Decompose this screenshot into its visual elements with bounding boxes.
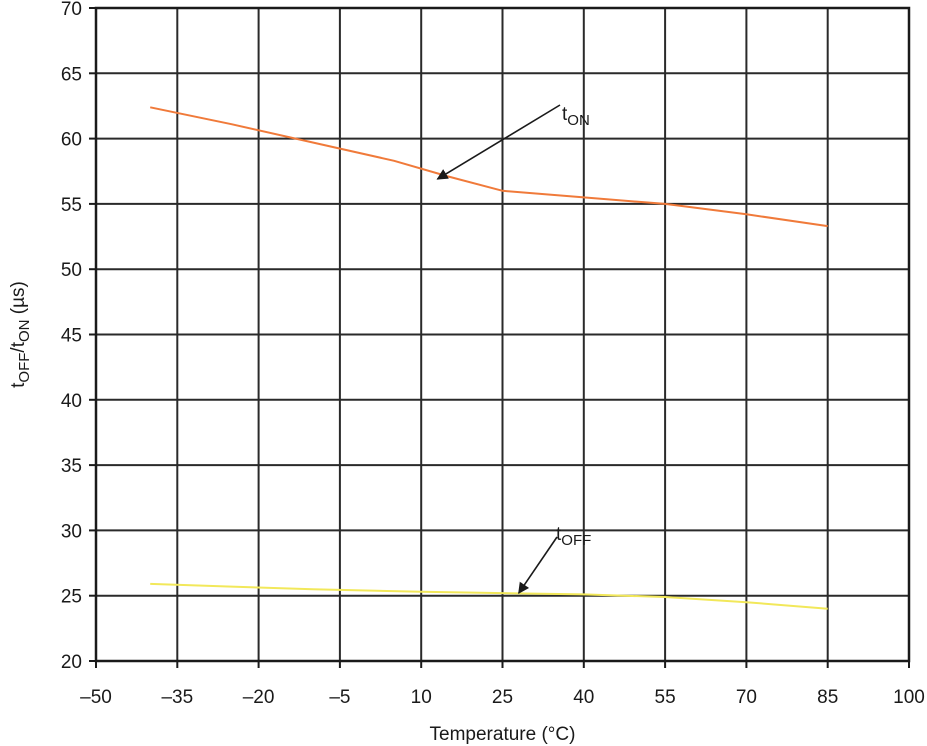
y-tick-labels: 20 25 30 35 40 45 50 55 60 65 70 <box>61 0 96 673</box>
y-tick-label: 35 <box>61 456 82 477</box>
annotation-label: tOFF <box>556 524 591 549</box>
x-tick-labels: –50 –35 –20 –5 10 25 40 55 70 85 100 <box>80 661 925 708</box>
y-tick-label: 50 <box>61 260 82 281</box>
y-axis-title-unit: (µs) <box>8 281 29 319</box>
x-tick-label: 85 <box>817 687 838 708</box>
series-line-tOFF <box>150 582 828 610</box>
x-tick-label: 55 <box>655 687 676 708</box>
x-tick-label: 70 <box>736 687 757 708</box>
y-axis-title-sub-on: ON <box>16 320 33 343</box>
x-tick-label: 40 <box>573 687 594 708</box>
y-tick-label: 45 <box>61 326 82 347</box>
y-tick-label: 25 <box>61 587 82 608</box>
y-tick-label: 20 <box>61 652 82 673</box>
y-tick-label: 60 <box>61 130 82 151</box>
annotations: tON tOFF <box>436 104 591 595</box>
annotation-label: tON <box>562 104 590 129</box>
x-tick-label: –35 <box>161 687 193 708</box>
y-axis-title: tOFF/tON (µs) <box>8 281 33 388</box>
y-tick-label: 65 <box>61 64 82 85</box>
x-tick-label: –20 <box>243 687 275 708</box>
x-tick-label: 10 <box>411 687 432 708</box>
y-tick-label: 70 <box>61 0 82 20</box>
series-lines <box>149 106 828 610</box>
grid <box>95 7 910 662</box>
y-tick-label: 55 <box>61 195 82 216</box>
y-axis-title-sub-off: OFF <box>16 353 33 383</box>
x-tick-label: –5 <box>329 687 350 708</box>
x-axis-title: Temperature (°C) <box>430 724 576 745</box>
y-tick-label: 40 <box>61 391 82 412</box>
series-line-tON <box>149 106 828 228</box>
x-tick-label: 25 <box>492 687 513 708</box>
annotation-arrow <box>436 104 561 180</box>
y-tick-label: 30 <box>61 521 82 542</box>
y-axis-title-main: t <box>8 382 29 388</box>
x-tick-label: 100 <box>893 687 925 708</box>
x-tick-label: –50 <box>80 687 112 708</box>
annotation-arrow <box>518 536 558 595</box>
y-axis-title-slash: /t <box>8 341 29 352</box>
